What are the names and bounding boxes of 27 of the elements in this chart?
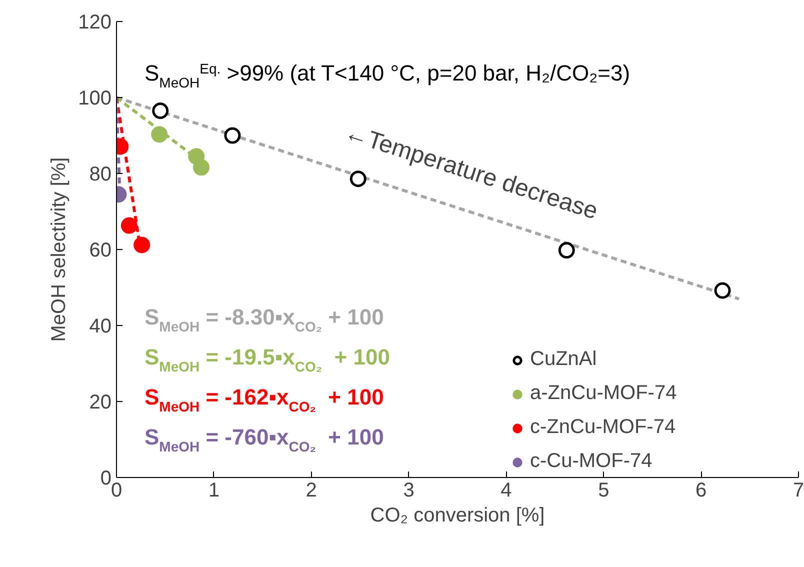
- x-tick-label: 5: [598, 480, 610, 502]
- y-tick-label: 80: [89, 164, 112, 186]
- x-tick-label: 7: [792, 480, 804, 502]
- y-axis-title: MeOH selectivity [%]: [48, 157, 70, 342]
- y-tick-label: 20: [89, 392, 112, 414]
- y-tick-label: 60: [89, 240, 112, 262]
- point: [151, 126, 168, 143]
- y-tick-label: 100: [78, 88, 112, 110]
- point: [120, 217, 138, 234]
- y-tick-label: 40: [89, 316, 112, 338]
- x-tick-label: 3: [403, 480, 414, 502]
- legend-label: c-Cu-MOF-74: [530, 450, 652, 473]
- point: [558, 242, 575, 258]
- legend-label: CuZnAl: [530, 348, 597, 371]
- x-tick-label: 2: [306, 480, 317, 502]
- point: [152, 102, 169, 120]
- x-axis-title: CO₂ conversion [%]: [370, 504, 545, 526]
- y-tick-label: 120: [78, 12, 112, 34]
- point: [193, 159, 210, 176]
- legend-label: c-ZnCu-MOF-74: [530, 416, 676, 439]
- point: [714, 282, 731, 299]
- point: [134, 236, 150, 254]
- x-tick-label: 6: [696, 480, 707, 502]
- point: [224, 127, 241, 144]
- legend-label: a-ZnCu-MOF-74: [530, 382, 677, 405]
- x-tick-label: 4: [500, 480, 512, 502]
- x-tick-label: 1: [208, 480, 220, 502]
